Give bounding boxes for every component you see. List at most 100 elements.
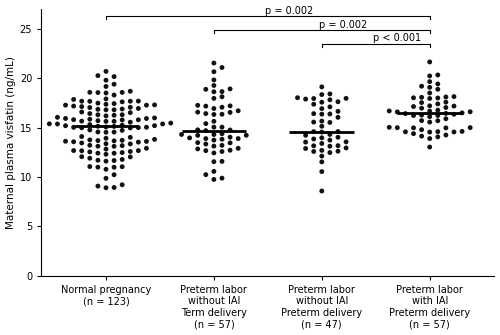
Point bbox=[86, 143, 94, 148]
Point bbox=[434, 81, 442, 87]
Point bbox=[94, 164, 102, 170]
Point bbox=[418, 100, 426, 105]
Point bbox=[210, 106, 218, 111]
Point bbox=[202, 111, 210, 116]
Point bbox=[342, 96, 350, 101]
Point bbox=[434, 108, 442, 113]
Point bbox=[410, 95, 418, 100]
Point bbox=[402, 129, 409, 134]
Point bbox=[94, 143, 102, 149]
Point bbox=[434, 129, 442, 134]
Point bbox=[302, 139, 310, 145]
Point bbox=[126, 105, 134, 110]
Point bbox=[226, 86, 234, 91]
Point bbox=[442, 99, 450, 105]
Point bbox=[434, 118, 442, 123]
Point bbox=[210, 132, 218, 137]
Point bbox=[118, 117, 126, 123]
Point bbox=[326, 150, 334, 155]
Point bbox=[110, 74, 118, 79]
Point bbox=[202, 136, 210, 141]
Point bbox=[102, 158, 110, 164]
Point bbox=[126, 120, 134, 125]
Point bbox=[110, 185, 118, 190]
Point bbox=[310, 96, 318, 101]
Point bbox=[442, 111, 450, 116]
Point bbox=[410, 104, 418, 109]
Point bbox=[86, 98, 94, 104]
Point bbox=[202, 148, 210, 153]
Point bbox=[134, 117, 142, 123]
Point bbox=[310, 119, 318, 125]
Point bbox=[218, 137, 226, 142]
Point bbox=[142, 146, 150, 151]
Point bbox=[54, 115, 62, 120]
Point bbox=[78, 125, 86, 131]
Point bbox=[86, 127, 94, 133]
Point bbox=[302, 146, 310, 151]
Point bbox=[54, 121, 62, 127]
Point bbox=[202, 128, 210, 133]
Point bbox=[210, 60, 218, 66]
Point bbox=[70, 148, 78, 153]
Point bbox=[110, 144, 118, 149]
Point bbox=[126, 88, 134, 94]
Point bbox=[70, 117, 78, 122]
Point bbox=[385, 125, 393, 130]
Point bbox=[418, 118, 426, 123]
Point bbox=[450, 94, 458, 99]
Point bbox=[110, 124, 118, 129]
Point bbox=[434, 87, 442, 92]
Point bbox=[110, 129, 118, 135]
Point bbox=[102, 146, 110, 152]
Point bbox=[118, 164, 126, 170]
Point bbox=[126, 149, 134, 154]
Point bbox=[134, 139, 142, 145]
Point bbox=[94, 118, 102, 123]
Point bbox=[426, 129, 434, 135]
Point bbox=[410, 131, 418, 136]
Point bbox=[426, 59, 434, 65]
Point bbox=[210, 112, 218, 117]
Point bbox=[210, 69, 218, 74]
Point bbox=[78, 148, 86, 153]
Point bbox=[234, 146, 242, 151]
Point bbox=[194, 146, 202, 151]
Point bbox=[302, 96, 310, 102]
Point bbox=[158, 121, 166, 127]
Point bbox=[126, 125, 134, 131]
Point bbox=[226, 127, 234, 133]
Point bbox=[334, 109, 342, 114]
Point bbox=[102, 113, 110, 119]
Point bbox=[434, 113, 442, 118]
Point bbox=[410, 113, 418, 118]
Point bbox=[102, 96, 110, 102]
Point bbox=[86, 164, 94, 169]
Point bbox=[202, 87, 210, 92]
Point bbox=[326, 104, 334, 110]
Point bbox=[334, 129, 342, 134]
Point bbox=[210, 89, 218, 94]
Point bbox=[102, 90, 110, 96]
Point bbox=[150, 102, 158, 108]
Point bbox=[318, 99, 326, 105]
Point bbox=[326, 91, 334, 96]
Point bbox=[394, 109, 402, 115]
Point bbox=[150, 137, 158, 142]
Point bbox=[410, 125, 418, 131]
Point bbox=[118, 112, 126, 117]
Point bbox=[102, 141, 110, 146]
Point bbox=[110, 138, 118, 143]
Point bbox=[94, 150, 102, 156]
Point bbox=[202, 104, 210, 109]
Point bbox=[402, 111, 409, 116]
Point bbox=[426, 90, 434, 96]
Point bbox=[134, 125, 142, 130]
Point bbox=[210, 177, 218, 182]
Point bbox=[202, 141, 210, 147]
Point bbox=[118, 157, 126, 162]
Point bbox=[94, 183, 102, 189]
Point bbox=[94, 157, 102, 163]
Point bbox=[426, 144, 434, 150]
Point bbox=[110, 107, 118, 113]
